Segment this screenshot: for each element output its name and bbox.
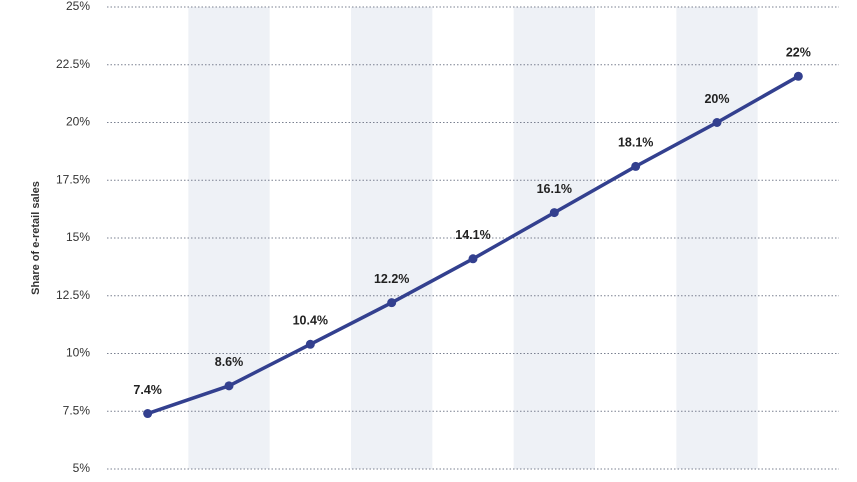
data-label: 22%	[786, 46, 811, 60]
data-label: 16.1%	[537, 182, 572, 196]
data-label: 20%	[704, 92, 729, 106]
data-point	[143, 409, 153, 419]
data-point	[712, 118, 722, 127]
data-point	[224, 381, 234, 391]
data-label: 10.4%	[293, 314, 328, 328]
band-shade	[188, 7, 270, 469]
band-shade	[513, 7, 595, 469]
y-tick-label: 12.5%	[56, 288, 90, 302]
data-point	[549, 208, 559, 218]
data-label: 14.1%	[455, 228, 490, 242]
data-label: 12.2%	[374, 272, 409, 286]
y-tick-label: 5%	[73, 461, 91, 475]
data-point	[468, 254, 478, 264]
y-tick-label: 25%	[66, 0, 90, 13]
y-tick-label: 20%	[66, 115, 90, 129]
grid-layer: 5% 7.5% 10% 12.5% 15% 17.5% 20% 22.5% 25%	[56, 0, 839, 475]
y-tick-label: 22.5%	[56, 57, 90, 71]
data-point	[631, 161, 641, 171]
y-tick-label: 7.5%	[63, 403, 91, 417]
data-label: 18.1%	[618, 136, 653, 150]
data-point	[305, 339, 315, 349]
plot-layer: 7.4% 8.6% 10.4% 12.2% 14.1% 16.1% 18.1% 20% 22%	[133, 46, 811, 419]
data-point	[793, 71, 803, 81]
data-label: 7.4%	[133, 383, 162, 397]
y-tick-label: 17.5%	[56, 172, 90, 186]
data-label: 8.6%	[215, 355, 244, 369]
y-tick-label: 15%	[66, 230, 90, 244]
y-tick-label: 10%	[66, 346, 90, 360]
y-axis-title: Share of e-retail sales	[30, 181, 42, 295]
data-point	[387, 298, 397, 308]
